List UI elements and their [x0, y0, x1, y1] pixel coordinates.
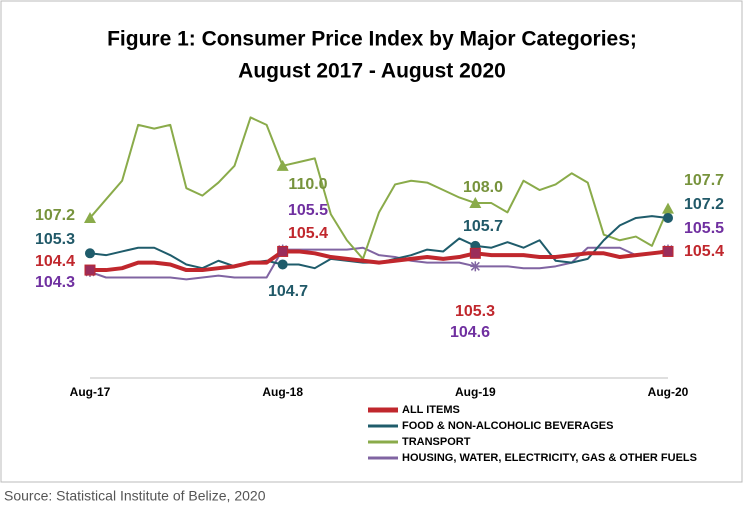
marker [276, 159, 289, 171]
legend-label: TRANSPORT [402, 436, 471, 448]
chart-title: Figure 1: Consumer Price Index by Major … [107, 28, 637, 51]
source: Source: Statistical Institute of Belize,… [4, 488, 266, 504]
marker-stroke [470, 261, 480, 271]
x-tick-label: Aug-17 [70, 385, 111, 399]
data-label: 105.5 [288, 202, 328, 219]
marker [277, 245, 289, 257]
data-label: 105.4 [288, 225, 328, 242]
data-label: 107.2 [35, 207, 75, 224]
legend-label: ALL ITEMS [402, 404, 460, 416]
chart-border [0, 0, 743, 483]
marker [84, 211, 96, 223]
marker [469, 197, 482, 209]
data-label: 104.4 [35, 253, 75, 270]
marker [277, 259, 288, 270]
legend-label: HOUSING, WATER, ELECTRICITY, GAS & OTHER… [402, 452, 697, 464]
data-label: 105.5 [684, 220, 724, 237]
series-line [89, 116, 669, 260]
data-label: 104.3 [35, 274, 75, 291]
x-tick-label: Aug-18 [262, 385, 303, 399]
marker [85, 248, 95, 259]
data-label: 104.7 [268, 283, 308, 300]
data-label: 104.6 [450, 324, 490, 341]
marker [469, 247, 481, 259]
data-label: 105.3 [455, 303, 495, 320]
data-label: 105.3 [35, 231, 75, 248]
data-label: 108.0 [463, 179, 503, 196]
marker [663, 212, 673, 223]
data-label: 107.7 [684, 172, 724, 189]
x-tick-label: Aug-19 [455, 385, 496, 399]
chart-title: August 2017 - August 2020 [238, 60, 506, 83]
marker [662, 245, 674, 257]
marker [470, 261, 481, 272]
legend-label: FOOD & NON-ALCOHOLIC BEVERAGES [402, 420, 613, 432]
marker [84, 264, 96, 276]
data-label: 110.0 [288, 176, 327, 193]
data-label: 105.7 [463, 218, 503, 235]
series-line [90, 249, 669, 273]
data-label: 107.2 [684, 196, 724, 213]
marker [662, 202, 674, 214]
x-tick-label: Aug-20 [648, 385, 689, 399]
data-label: 105.4 [684, 243, 724, 260]
